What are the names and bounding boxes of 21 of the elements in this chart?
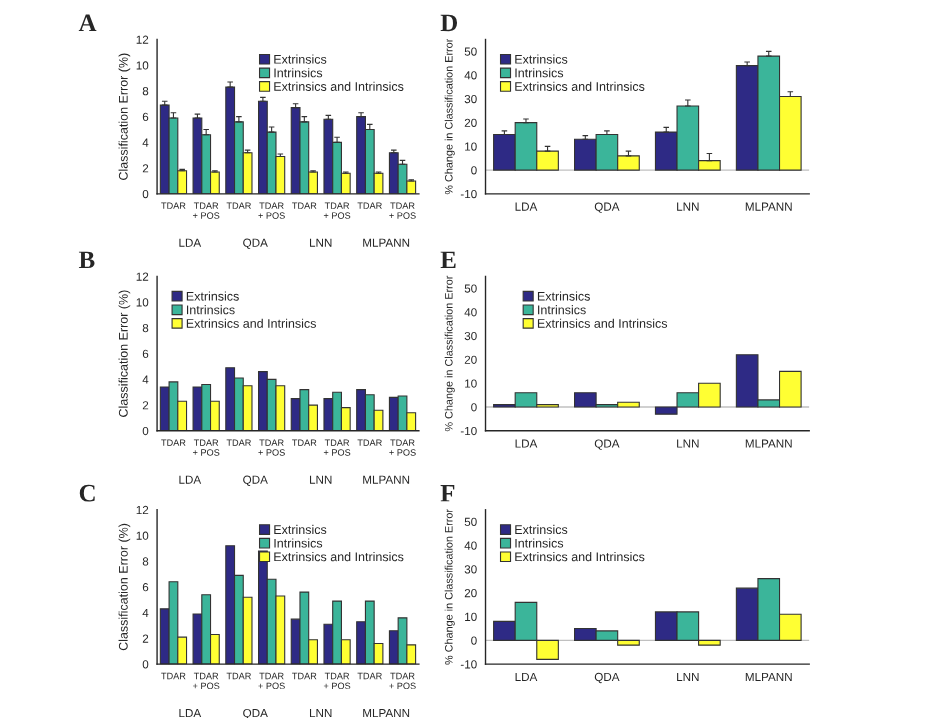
chart-title: D: [440, 14, 458, 32]
chart-title: A: [78, 14, 97, 32]
bar: [168, 581, 179, 665]
bar: [299, 389, 310, 431]
bar: [397, 395, 408, 431]
chart-title: C: [79, 484, 95, 502]
bar: [299, 591, 310, 665]
chart-title: F: [440, 485, 455, 502]
bar: [192, 117, 203, 194]
chart-title: B: [78, 251, 95, 269]
bar: [323, 398, 334, 431]
bar: [225, 367, 236, 431]
bar: [397, 617, 408, 665]
bar: [323, 118, 334, 194]
chart-title: E: [440, 251, 456, 269]
bar: [275, 385, 286, 431]
bar: [225, 86, 236, 194]
bar: [225, 545, 236, 665]
bar: [192, 386, 203, 431]
bar: [168, 381, 179, 431]
bar: [242, 385, 253, 431]
